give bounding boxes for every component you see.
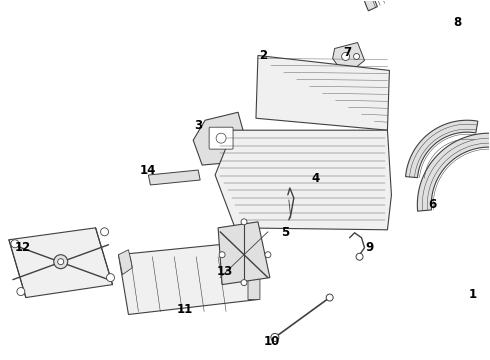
Circle shape xyxy=(271,333,279,341)
Circle shape xyxy=(326,294,333,301)
Text: 8: 8 xyxy=(453,16,461,29)
Polygon shape xyxy=(193,112,248,165)
Text: 12: 12 xyxy=(15,241,31,254)
Circle shape xyxy=(216,133,226,143)
Text: 6: 6 xyxy=(428,198,437,211)
Circle shape xyxy=(342,53,349,60)
Polygon shape xyxy=(119,242,258,315)
Circle shape xyxy=(356,253,363,260)
Text: 2: 2 xyxy=(259,49,267,62)
FancyBboxPatch shape xyxy=(209,127,233,149)
Polygon shape xyxy=(406,120,478,177)
Circle shape xyxy=(11,240,19,248)
Polygon shape xyxy=(417,133,490,211)
Circle shape xyxy=(241,219,247,225)
Polygon shape xyxy=(248,242,260,300)
Text: 10: 10 xyxy=(264,335,280,348)
Polygon shape xyxy=(119,250,132,275)
Circle shape xyxy=(17,288,25,296)
Text: 9: 9 xyxy=(366,241,374,254)
Polygon shape xyxy=(148,170,200,185)
Text: 7: 7 xyxy=(343,46,352,59)
Text: 5: 5 xyxy=(281,226,289,239)
Text: 1: 1 xyxy=(469,288,477,301)
Circle shape xyxy=(58,259,64,265)
Circle shape xyxy=(106,274,115,282)
Circle shape xyxy=(241,280,247,285)
Polygon shape xyxy=(256,55,390,130)
Text: 3: 3 xyxy=(194,119,202,132)
Polygon shape xyxy=(333,42,365,68)
Text: 13: 13 xyxy=(217,265,233,278)
Text: 11: 11 xyxy=(177,303,194,316)
Text: 14: 14 xyxy=(140,163,157,176)
Polygon shape xyxy=(360,0,440,11)
Circle shape xyxy=(354,54,360,59)
Circle shape xyxy=(219,252,225,258)
Circle shape xyxy=(54,255,68,269)
Polygon shape xyxy=(9,228,113,298)
Polygon shape xyxy=(218,222,270,285)
Text: 4: 4 xyxy=(312,171,320,185)
Circle shape xyxy=(265,252,271,258)
Polygon shape xyxy=(215,130,392,230)
Circle shape xyxy=(100,228,108,236)
